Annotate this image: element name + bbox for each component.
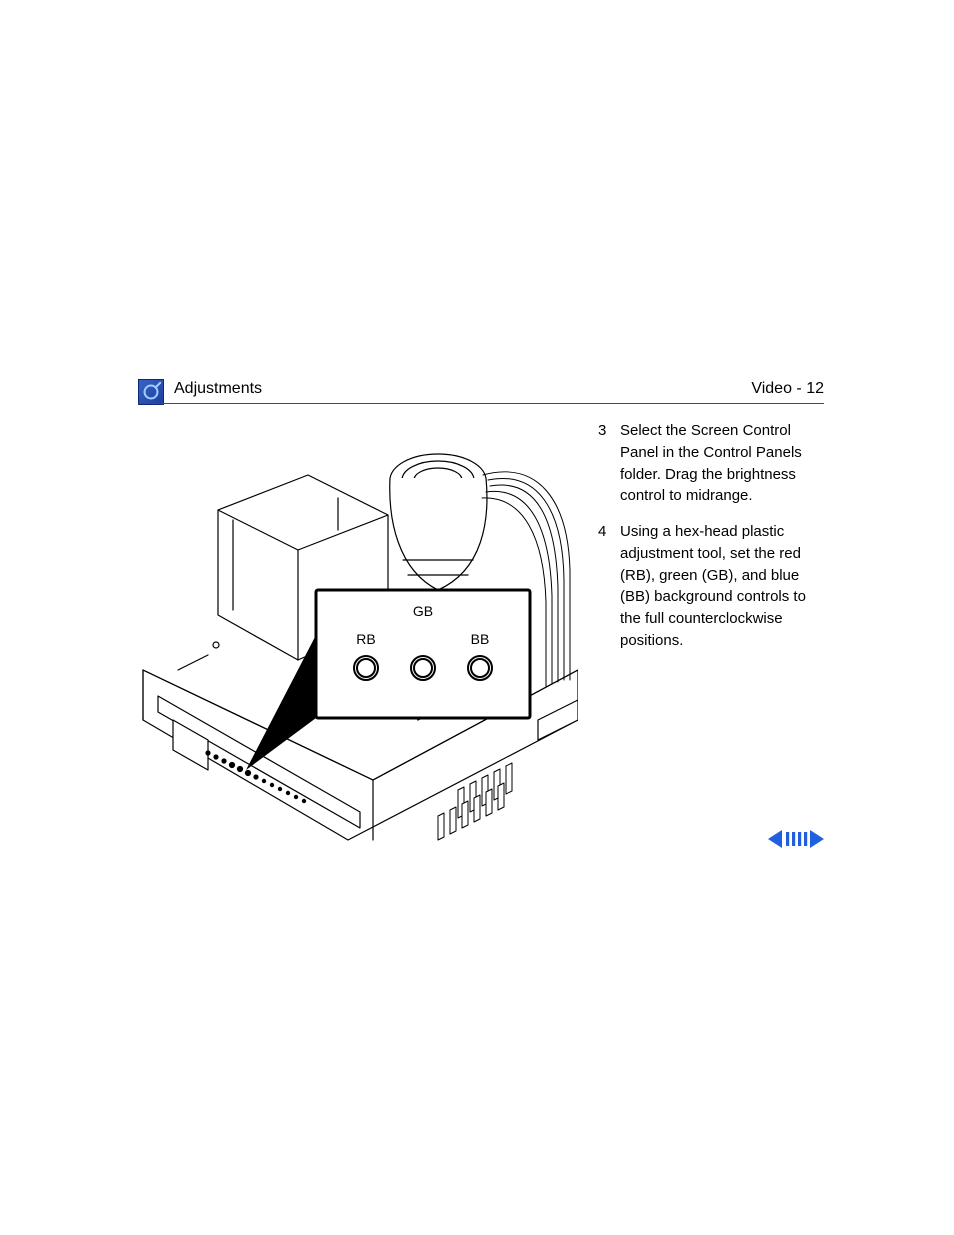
header-section-title: Adjustments: [174, 380, 262, 398]
step-number: 4: [598, 521, 620, 652]
step-item: 3 Select the Screen Control Panel in the…: [598, 420, 828, 507]
crt-board-diagram: GB RB BB: [138, 420, 578, 850]
step-number: 3: [598, 420, 620, 507]
next-arrow-icon[interactable]: [810, 830, 824, 848]
page-header: Adjustments Video - 12: [138, 383, 824, 407]
header-page-ref: Video - 12: [751, 380, 824, 398]
step-body: Select the Screen Control Panel in the C…: [620, 420, 828, 507]
page-nav: [768, 828, 824, 850]
step-body: Using a hex-head plastic adjustment tool…: [620, 521, 828, 652]
nav-bars-icon[interactable]: [786, 832, 807, 846]
page: Adjustments Video - 12: [0, 0, 954, 1235]
callout-label-rb: RB: [356, 631, 375, 647]
step-item: 4 Using a hex-head plastic adjustment to…: [598, 521, 828, 652]
content-area: GB RB BB: [138, 420, 824, 935]
callout-label-bb: BB: [471, 631, 490, 647]
instruction-text-column: 3 Select the Screen Control Panel in the…: [598, 420, 828, 666]
prev-arrow-icon[interactable]: [768, 830, 782, 848]
header-rule: [138, 403, 824, 404]
service-icon: [138, 379, 164, 405]
callout-label-gb: GB: [413, 603, 433, 619]
